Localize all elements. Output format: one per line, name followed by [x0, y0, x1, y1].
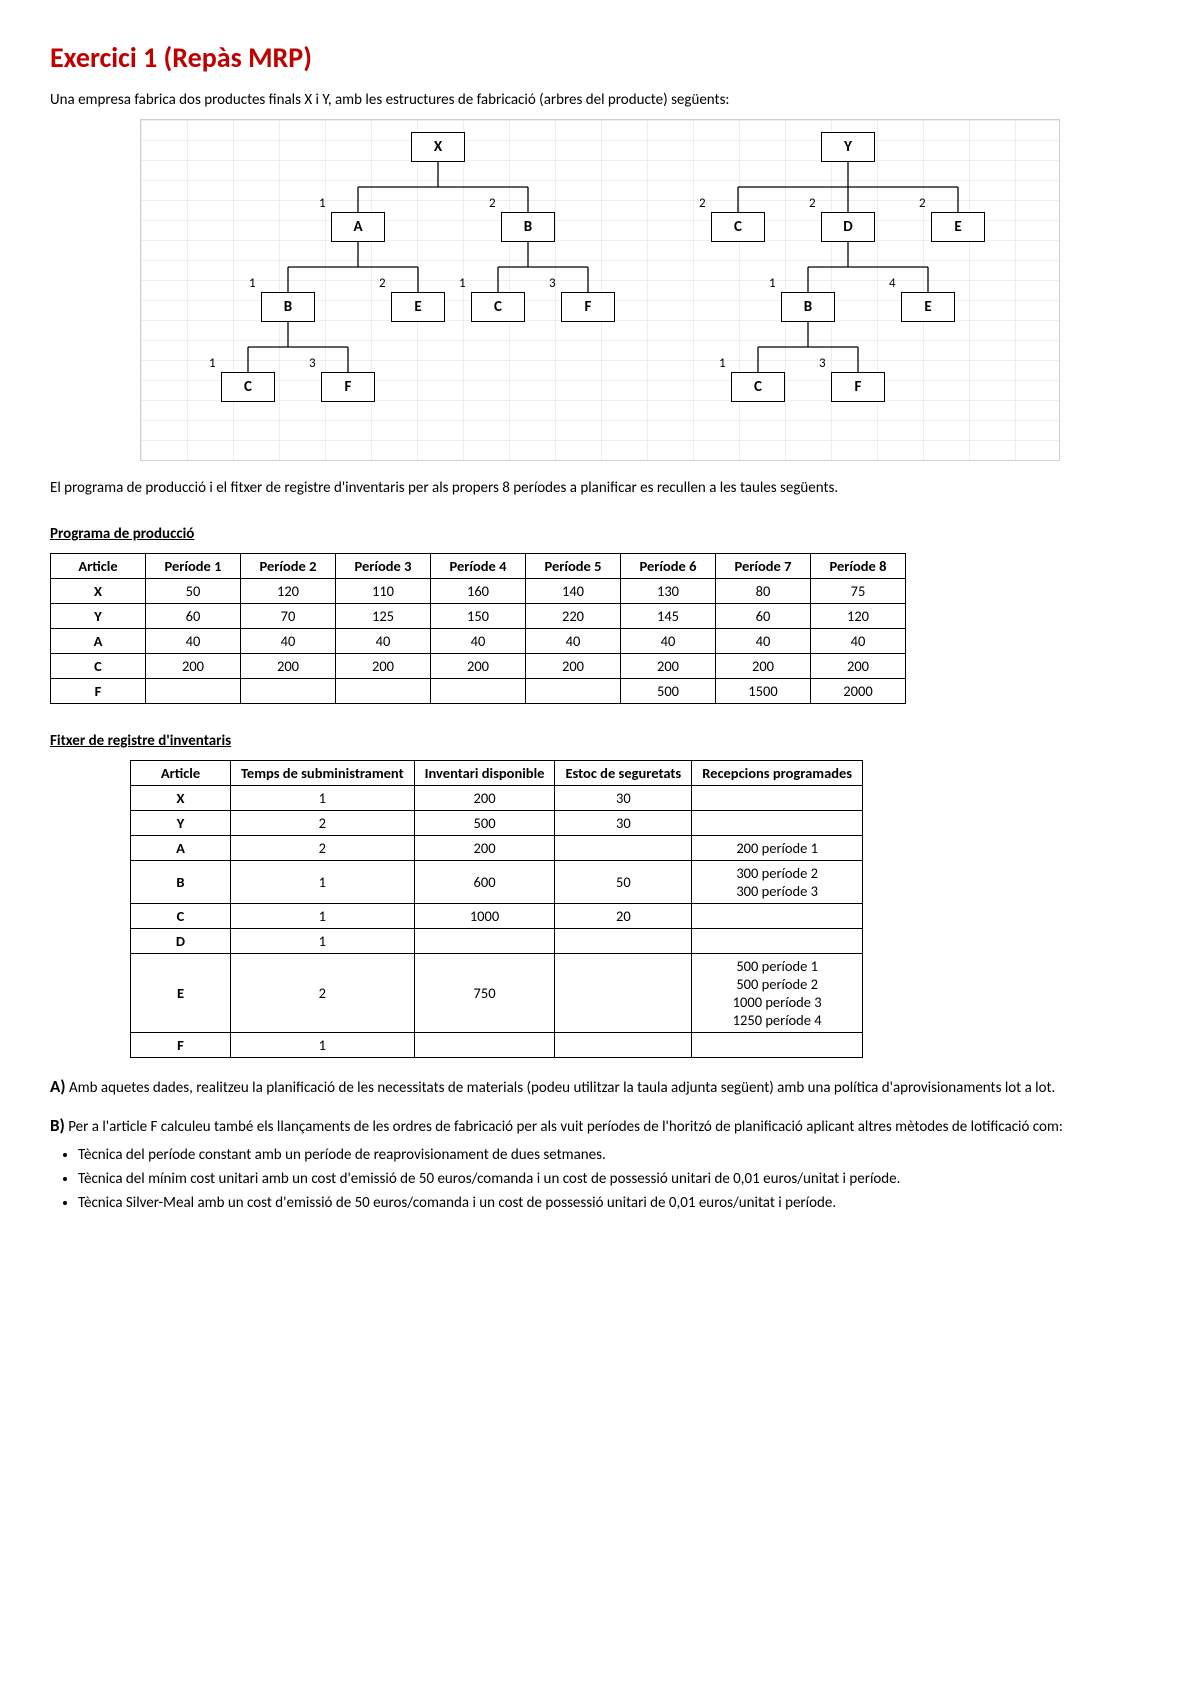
table-header: Temps de subministrament	[231, 761, 415, 786]
list-item: Tècnica Silver-Meal amb un cost d'emissi…	[78, 1194, 1150, 1212]
tree-node: F	[561, 292, 615, 322]
tree-node: A	[331, 212, 385, 242]
tree-node: E	[391, 292, 445, 322]
tree-node: C	[471, 292, 525, 322]
tree-node: D	[821, 212, 875, 242]
table-row: Y607012515022014560120	[51, 604, 906, 629]
table-row: X120030	[131, 786, 863, 811]
after-diagram-text: El programa de producció i el fitxer de …	[50, 479, 1150, 497]
tree-qty-label: 1	[719, 356, 726, 371]
table-row: D1	[131, 929, 863, 954]
page-title: Exercici 1 (Repàs MRP)	[50, 40, 1150, 75]
table-header: Recepcions programades	[692, 761, 863, 786]
table-header: Període 4	[431, 554, 526, 579]
list-item: Tècnica del mínim cost unitari amb un co…	[78, 1170, 1150, 1188]
tree-node: B	[781, 292, 835, 322]
table-row: Y250030	[131, 811, 863, 836]
tree-node: B	[261, 292, 315, 322]
tree-qty-label: 3	[819, 356, 826, 371]
tree-node: C	[221, 372, 275, 402]
inventory-table: ArticleTemps de subministramentInventari…	[130, 760, 863, 1058]
tree-node: F	[831, 372, 885, 402]
table-row: B160050300 període 2300 període 3	[131, 861, 863, 904]
table-header: Període 2	[241, 554, 336, 579]
tree-qty-label: 3	[549, 276, 556, 291]
table-row: C1100020	[131, 904, 863, 929]
tree-node: Y	[821, 132, 875, 162]
tree-node: C	[711, 212, 765, 242]
question-a: A) Amb aquetes dades, realitzeu la plani…	[50, 1076, 1150, 1097]
table-row: A2200200 període 1	[131, 836, 863, 861]
inv-heading: Fitxer de registre d'inventaris	[50, 732, 1150, 750]
question-b-list: Tècnica del període constant amb un perí…	[78, 1146, 1150, 1212]
tree-qty-label: 2	[489, 196, 496, 211]
tree-node: E	[901, 292, 955, 322]
tree-node: E	[931, 212, 985, 242]
list-item: Tècnica del període constant amb un perí…	[78, 1146, 1150, 1164]
table-row: E2750500 període 1500 període 21000 perí…	[131, 954, 863, 1033]
table-header: Inventari disponible	[414, 761, 555, 786]
tree-qty-label: 1	[249, 276, 256, 291]
table-header: Article	[51, 554, 146, 579]
prod-heading: Programa de producció	[50, 525, 1150, 543]
tree-qty-label: 2	[919, 196, 926, 211]
table-row: C200200200200200200200200	[51, 654, 906, 679]
table-header: Article	[131, 761, 231, 786]
table-header: Període 5	[526, 554, 621, 579]
tree-node: B	[501, 212, 555, 242]
table-row: X501201101601401308075	[51, 579, 906, 604]
tree-qty-label: 2	[699, 196, 706, 211]
product-tree-diagram: XYA1B2C2D2E2B1E2C1F3B1E4C1F3C1F3	[140, 119, 1060, 461]
table-header: Període 7	[716, 554, 811, 579]
table-row: F50015002000	[51, 679, 906, 704]
tree-qty-label: 4	[889, 276, 896, 291]
tree-qty-label: 1	[769, 276, 776, 291]
tree-node: X	[411, 132, 465, 162]
table-header: Període 6	[621, 554, 716, 579]
table-row: F1	[131, 1033, 863, 1058]
tree-qty-label: 1	[459, 276, 466, 291]
intro-text: Una empresa fabrica dos productes finals…	[50, 91, 1150, 109]
question-b: B) Per a l'article F calculeu també els …	[50, 1115, 1150, 1136]
tree-node: F	[321, 372, 375, 402]
table-header: Període 3	[336, 554, 431, 579]
tree-qty-label: 1	[319, 196, 326, 211]
table-row: A4040404040404040	[51, 629, 906, 654]
tree-qty-label: 3	[309, 356, 316, 371]
tree-node: C	[731, 372, 785, 402]
tree-qty-label: 2	[809, 196, 816, 211]
table-header: Estoc de seguretats	[555, 761, 692, 786]
tree-qty-label: 2	[379, 276, 386, 291]
tree-qty-label: 1	[209, 356, 216, 371]
production-table: ArticlePeríode 1Període 2Període 3Períod…	[50, 553, 906, 704]
table-header: Període 1	[146, 554, 241, 579]
table-header: Període 8	[811, 554, 906, 579]
